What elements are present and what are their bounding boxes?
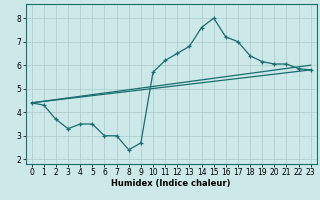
X-axis label: Humidex (Indice chaleur): Humidex (Indice chaleur): [111, 179, 231, 188]
